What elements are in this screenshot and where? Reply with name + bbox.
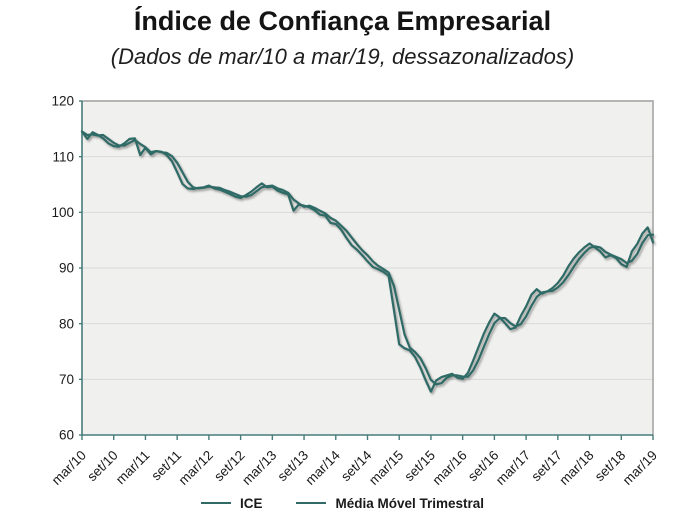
x-axis-tick-label: mar/19 — [620, 448, 660, 487]
series-line-ice — [80, 130, 655, 393]
legend-item-media-movel-trimestral: Média Móvel Trimestral — [296, 496, 484, 511]
legend-label-media-movel-trimestral: Média Móvel Trimestral — [335, 495, 485, 511]
x-axis-tick-label: mar/12 — [176, 448, 216, 487]
x-axis-tick-label: mar/13 — [239, 448, 279, 487]
ice-line-swatch — [200, 501, 231, 505]
y-axis-tick-label: 70 — [59, 372, 74, 387]
legend-label-ice: ICE — [239, 495, 263, 511]
x-axis-tick-label: mar/17 — [493, 448, 533, 487]
chart-legend: ICE Média Móvel Trimestral — [0, 489, 685, 517]
y-axis-tick-label: 100 — [51, 205, 74, 220]
y-axis-tick-label: 120 — [51, 95, 74, 109]
chart-title: Índice de Confiança Empresarial — [133, 6, 552, 36]
plot-border — [82, 100, 654, 435]
line-chart-canvas: 60708090100110120mar/10set/10mar/11set/1… — [49, 95, 660, 487]
x-axis-tick-label: mar/15 — [366, 448, 406, 487]
y-axis-tick-label: 110 — [52, 149, 74, 164]
series-line-m-dia-m-vel-trimestral — [80, 130, 655, 386]
axis-lines — [81, 101, 653, 436]
x-axis-tick-label: mar/10 — [49, 448, 89, 487]
series-group — [80, 130, 655, 393]
legend-item-ice: ICE — [200, 495, 263, 511]
y-axis-tick-label: 80 — [59, 316, 74, 331]
x-axis-tick-label: mar/14 — [303, 447, 344, 487]
x-axis-tick-label: mar/11 — [113, 448, 153, 487]
x-axis-tick-label: mar/16 — [429, 448, 469, 487]
y-axis-tick-label: 60 — [59, 428, 74, 443]
chart-subtitle: (Dados de mar/10 a mar/19, dessazonaliza… — [110, 44, 575, 69]
x-axis-tick-label: mar/18 — [556, 448, 596, 487]
y-axis-tick-label: 90 — [59, 261, 74, 276]
media-movel-line-swatch — [296, 501, 327, 505]
